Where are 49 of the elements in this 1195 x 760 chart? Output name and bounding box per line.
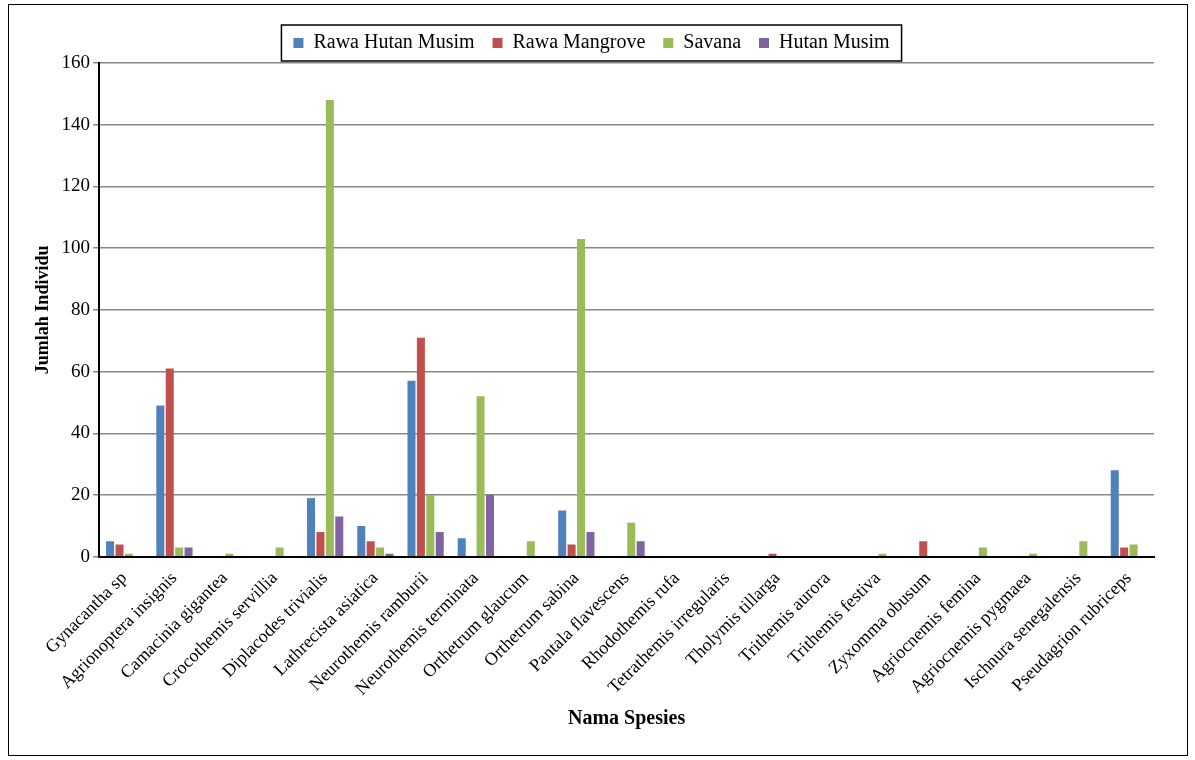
bar [1110, 470, 1119, 556]
y-tick-label: 80 [71, 297, 91, 319]
legend-label: Rawa Mangrove [512, 30, 646, 54]
bar [357, 525, 366, 556]
y-tick-label: 100 [61, 236, 91, 258]
bar [485, 495, 494, 556]
bar [165, 368, 174, 556]
bar [366, 541, 375, 556]
bar [577, 238, 586, 556]
y-tick-label: 160 [61, 50, 91, 72]
y-tick-label: 120 [61, 174, 91, 196]
x-axis-title: Nama Spesies [567, 706, 686, 730]
bar [476, 396, 485, 556]
bar [1120, 547, 1129, 556]
bar [316, 532, 325, 556]
legend-label: Rawa Hutan Musim [313, 30, 475, 53]
bar [526, 541, 535, 556]
bar [1079, 541, 1088, 556]
bar [636, 541, 645, 556]
bar [457, 538, 466, 556]
bar [919, 541, 928, 556]
bar [325, 100, 334, 556]
bar [156, 405, 165, 556]
bar [567, 544, 576, 556]
legend-label: Savana [683, 30, 742, 53]
bar [586, 532, 595, 556]
bar [426, 495, 435, 556]
bar [978, 547, 987, 556]
bar [115, 544, 124, 556]
y-tick-label: 0 [80, 544, 91, 566]
bar [1129, 544, 1138, 556]
bar [435, 532, 444, 556]
bar [184, 547, 193, 556]
bar [175, 547, 184, 556]
bar [275, 547, 284, 556]
bar [106, 541, 115, 556]
y-axis-title: Jumlah Individu [32, 245, 53, 375]
y-tick-label: 60 [71, 359, 91, 381]
bar [307, 498, 316, 556]
bar [558, 510, 567, 556]
y-tick-label: 20 [71, 483, 91, 505]
bar [416, 337, 425, 556]
y-tick-label: 40 [71, 421, 91, 443]
legend-label: Hutan Musim [779, 30, 891, 53]
bar [335, 516, 344, 556]
y-tick-label: 140 [61, 112, 91, 134]
bar [407, 380, 416, 556]
bar [627, 522, 636, 556]
bar [376, 547, 385, 556]
